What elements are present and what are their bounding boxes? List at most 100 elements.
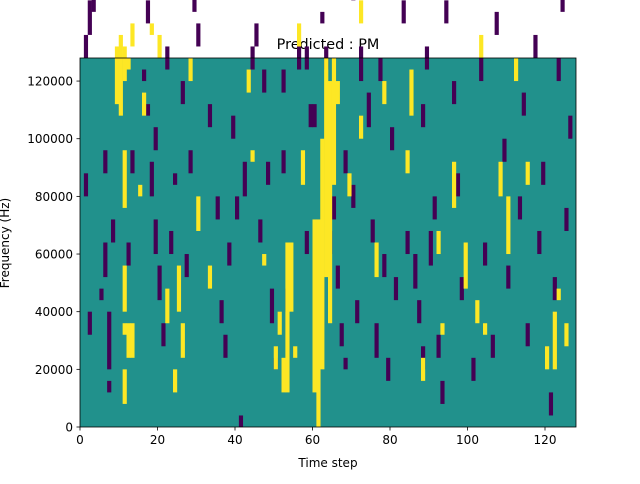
heatmap-cell-low — [568, 116, 572, 139]
heatmap-cell-high — [278, 312, 282, 335]
heatmap-cell-low — [375, 323, 379, 358]
heatmap-cell-low — [107, 381, 111, 393]
heatmap-cell-low — [146, 0, 150, 23]
heatmap-cell-high — [138, 185, 142, 197]
heatmap-cell-low — [518, 196, 522, 219]
x-tick-label: 40 — [227, 433, 242, 447]
x-tick-label: 120 — [534, 433, 557, 447]
heatmap-cell-low — [336, 266, 340, 289]
heatmap-cell-low — [154, 219, 158, 254]
heatmap-cell-high — [127, 323, 131, 358]
heatmap-cell-high — [440, 323, 444, 335]
heatmap-cell-high — [123, 150, 127, 208]
heatmap-cell-low — [541, 162, 545, 185]
heatmap-cell-low — [231, 116, 235, 139]
heatmap-cell-low — [386, 358, 390, 381]
heatmap-cell-low — [84, 173, 88, 196]
heatmap-cell-low — [243, 162, 247, 197]
heatmap-cell-low — [479, 58, 483, 81]
heatmap-cell-low — [340, 323, 344, 346]
heatmap-cell-low — [351, 185, 355, 208]
heatmap-cell-high — [158, 35, 162, 58]
heatmap-cell-high — [406, 150, 410, 173]
heatmap-cell-high — [553, 312, 557, 370]
heatmap-cell-low — [394, 277, 398, 300]
heatmap-cell-low — [282, 150, 286, 173]
heatmap-cell-low — [142, 70, 146, 82]
heatmap-plot-area — [80, 0, 576, 427]
heatmap-cell-low — [173, 173, 177, 185]
heatmap-cell-high — [173, 369, 177, 392]
heatmap-cell-low — [103, 150, 107, 173]
heatmap-cell-high — [181, 323, 185, 358]
heatmap-cell-high — [452, 162, 456, 208]
x-tick-label: 0 — [76, 433, 84, 447]
heatmap-cell-low — [309, 104, 313, 127]
heatmap-cell-high — [282, 358, 286, 393]
heatmap-cell-low — [88, 0, 92, 35]
heatmap-cell-high — [123, 369, 127, 404]
heatmap-cell-low — [192, 0, 196, 12]
heatmap-cell-high — [247, 70, 251, 93]
heatmap-cell-low — [471, 358, 475, 381]
heatmap-cell-low — [161, 323, 165, 346]
heatmap-cell-high — [421, 358, 425, 381]
heatmap-cell-low — [313, 104, 317, 127]
heatmap-cell-low — [440, 381, 444, 404]
heatmap-cell-high — [119, 35, 123, 116]
heatmap-cell-low — [84, 35, 88, 58]
x-tick-label: 60 — [305, 433, 320, 447]
y-tick-label: 0 — [65, 421, 73, 435]
heatmap-cell-low — [522, 93, 526, 116]
heatmap-cell-low — [359, 46, 363, 81]
heatmap-cell-low — [378, 58, 382, 81]
heatmap-cell-high — [289, 243, 293, 312]
heatmap-cell-high — [297, 23, 301, 46]
x-tick-label: 20 — [150, 433, 165, 447]
heatmap-cell-low — [355, 300, 359, 323]
heatmap-cell-low — [456, 173, 460, 196]
heatmap-cell-low — [433, 196, 437, 219]
heatmap-cell-low — [239, 415, 243, 427]
heatmap-cell-low — [185, 254, 189, 277]
heatmap-cell-low — [421, 104, 425, 127]
heatmap-cell-low — [103, 243, 107, 278]
heatmap-cell-high — [359, 116, 363, 139]
heatmap-cell-low — [220, 300, 224, 323]
heatmap-cell-low — [88, 312, 92, 335]
heatmap-cell-high — [499, 162, 503, 197]
heatmap-cell-low — [549, 392, 553, 415]
heatmap-cell-high — [347, 173, 351, 196]
heatmap-cell-high — [316, 219, 320, 427]
heatmap-cell-low — [258, 219, 262, 242]
heatmap-cell-high — [123, 46, 127, 81]
heatmap-cell-low — [561, 0, 565, 12]
heatmap-cell-low — [437, 335, 441, 358]
heatmap-cell-high — [130, 23, 134, 46]
heatmap-cell-low — [444, 0, 448, 23]
heatmap-cell-low — [181, 81, 185, 104]
y-tick-label: 120000 — [27, 75, 73, 89]
heatmap-cell-low — [502, 139, 506, 162]
heatmap-cell-high — [313, 219, 317, 392]
heatmap-cell-high — [437, 231, 441, 254]
heatmap-cell-high — [301, 150, 305, 185]
y-tick-label: 80000 — [35, 190, 73, 204]
heatmap-cell-high — [196, 196, 200, 231]
heatmap-cell-low — [189, 150, 193, 173]
heatmap-cell-low — [107, 312, 111, 370]
heatmap-cell-low — [227, 243, 231, 266]
x-tick-label: 100 — [456, 433, 479, 447]
heatmap-cell-high — [332, 58, 336, 185]
heatmap-cell-low — [305, 231, 309, 254]
heatmap-cell-high — [150, 23, 154, 35]
heatmap-cell-low — [371, 219, 375, 242]
heatmap-cell-low — [332, 196, 336, 219]
heatmap-cell-low — [367, 93, 371, 128]
heatmap-cell-high — [359, 0, 363, 23]
heatmap-cell-low — [282, 70, 286, 93]
y-tick-label: 100000 — [27, 132, 73, 146]
heatmap-cell-low — [491, 335, 495, 358]
